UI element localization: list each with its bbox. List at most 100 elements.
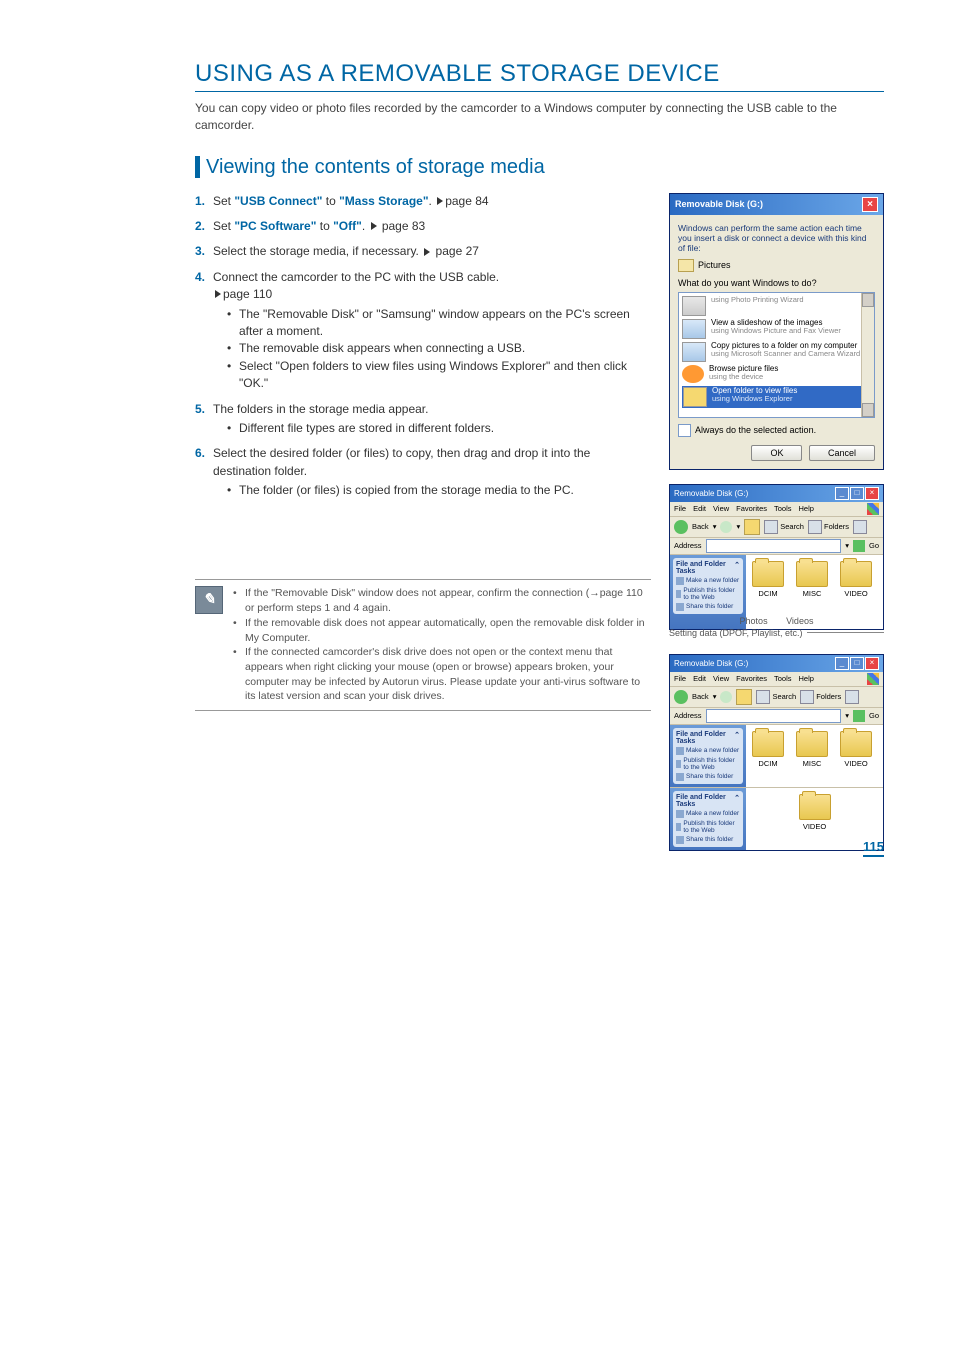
close-icon[interactable]: ×: [865, 487, 879, 500]
side-link[interactable]: Publish this folder to the Web: [676, 820, 740, 834]
explorer-section-top: File and Folder Tasks⌃ Make a new folder…: [670, 725, 883, 787]
folder-label: MISC: [803, 589, 822, 598]
menu-view[interactable]: View: [713, 504, 729, 513]
folder-item[interactable]: DCIM: [752, 731, 784, 768]
slideshow-icon: [682, 319, 706, 339]
pictures-row: Pictures: [678, 259, 875, 272]
folder-item[interactable]: MISC: [796, 731, 828, 768]
side-link[interactable]: Publish this folder to the Web: [676, 587, 740, 601]
explorer-title-text: Removable Disk (G:): [674, 489, 748, 498]
go-label[interactable]: Go: [869, 711, 879, 720]
bold-text: "Mass Storage": [339, 194, 428, 208]
menu-tools[interactable]: Tools: [774, 504, 792, 513]
explorer-menu: File Edit View Favorites Tools Help: [670, 502, 883, 517]
option-item[interactable]: Browse picture filesusing the device: [682, 365, 871, 383]
side-link[interactable]: Make a new folder: [676, 810, 740, 818]
menu-tools[interactable]: Tools: [774, 674, 792, 683]
chevron-down-icon[interactable]: ▾: [713, 522, 717, 531]
back-icon[interactable]: [674, 520, 688, 534]
chevron-down-icon[interactable]: ▾: [845, 711, 849, 720]
maximize-icon[interactable]: □: [850, 487, 864, 500]
go-label[interactable]: Go: [869, 541, 879, 550]
side-link[interactable]: Share this folder: [676, 773, 740, 781]
back-label[interactable]: Back: [692, 522, 709, 531]
option-item-selected[interactable]: Open folder to view filesusing Windows E…: [682, 386, 871, 408]
sub-heading-row: Viewing the contents of storage media: [195, 156, 884, 179]
collapse-icon[interactable]: ⌃: [734, 561, 740, 575]
forward-icon[interactable]: [720, 521, 732, 533]
scrollbar[interactable]: [861, 293, 874, 417]
menu-edit[interactable]: Edit: [693, 674, 706, 683]
folder-item[interactable]: VIDEO: [840, 561, 872, 598]
checkbox[interactable]: [678, 424, 691, 437]
chevron-down-icon[interactable]: ▾: [736, 522, 740, 531]
link-icon: [676, 603, 684, 611]
side-panel: File and Folder Tasks⌃ Make a new folder…: [673, 728, 743, 784]
menu-favorites[interactable]: Favorites: [736, 674, 767, 683]
back-icon[interactable]: [674, 690, 688, 704]
forward-icon[interactable]: [720, 691, 732, 703]
menu-file[interactable]: File: [674, 674, 686, 683]
folder-item[interactable]: DCIM: [752, 561, 784, 598]
link-icon: [676, 590, 681, 598]
option-item[interactable]: View a slideshow of the imagesusing Wind…: [682, 319, 871, 339]
close-icon[interactable]: ×: [862, 197, 878, 212]
menu-edit[interactable]: Edit: [693, 504, 706, 513]
scroll-up-icon[interactable]: [862, 293, 874, 307]
folder-item[interactable]: VIDEO: [799, 794, 831, 831]
folder-item[interactable]: VIDEO: [840, 731, 872, 768]
menu-view[interactable]: View: [713, 674, 729, 683]
views-icon[interactable]: [845, 690, 859, 704]
minimize-icon[interactable]: _: [835, 657, 849, 670]
explorer-section-bottom: File and Folder Tasks⌃ Make a new folder…: [670, 787, 883, 850]
chevron-down-icon[interactable]: ▾: [713, 692, 717, 701]
collapse-icon[interactable]: ⌃: [734, 731, 740, 745]
option-item[interactable]: using Photo Printing Wizard: [682, 296, 871, 316]
menu-file[interactable]: File: [674, 504, 686, 513]
folder-item[interactable]: MISC: [796, 561, 828, 598]
back-label[interactable]: Back: [692, 692, 709, 701]
scroll-down-icon[interactable]: [862, 403, 874, 417]
up-icon[interactable]: [744, 519, 760, 535]
collapse-icon[interactable]: ⌃: [734, 794, 740, 808]
address-field[interactable]: [706, 709, 842, 723]
side-link[interactable]: Share this folder: [676, 836, 740, 844]
search-button[interactable]: Search: [764, 520, 804, 534]
folders-label: Folders: [824, 522, 849, 531]
ok-button[interactable]: OK: [751, 445, 802, 461]
minimize-icon[interactable]: _: [835, 487, 849, 500]
chevron-down-icon[interactable]: ▾: [845, 541, 849, 550]
option-list[interactable]: using Photo Printing Wizard View a slide…: [678, 292, 875, 418]
menu-help[interactable]: Help: [799, 674, 814, 683]
opt-label: View a slideshow of the images: [711, 318, 822, 327]
always-row[interactable]: Always do the selected action.: [678, 424, 875, 437]
opt-sub: using the device: [709, 372, 763, 381]
search-label: Search: [772, 692, 796, 701]
link-text: Publish this folder to the Web: [683, 757, 740, 771]
up-icon[interactable]: [736, 689, 752, 705]
maximize-icon[interactable]: □: [850, 657, 864, 670]
search-button[interactable]: Search: [756, 690, 796, 704]
menu-items: File Edit View Favorites Tools Help: [674, 674, 814, 683]
folders-button[interactable]: Folders: [800, 690, 841, 704]
menu-favorites[interactable]: Favorites: [736, 504, 767, 513]
views-icon[interactable]: [853, 520, 867, 534]
side-link[interactable]: Publish this folder to the Web: [676, 757, 740, 771]
address-field[interactable]: [706, 539, 842, 553]
folders-icon: [808, 520, 822, 534]
bullet-icon: •: [227, 358, 239, 393]
go-icon[interactable]: [853, 540, 865, 552]
arrow-icon: [437, 197, 443, 205]
close-icon[interactable]: ×: [865, 657, 879, 670]
side-panel-title: File and Folder Tasks⌃: [676, 794, 740, 808]
folders-button[interactable]: Folders: [808, 520, 849, 534]
menu-help[interactable]: Help: [799, 504, 814, 513]
link-text: Make a new folder: [686, 810, 739, 817]
side-link[interactable]: Make a new folder: [676, 577, 740, 585]
option-item[interactable]: Copy pictures to a folder on my computer…: [682, 342, 871, 362]
go-icon[interactable]: [853, 710, 865, 722]
side-panel: File and Folder Tasks⌃ Make a new folder…: [673, 791, 743, 847]
side-link[interactable]: Make a new folder: [676, 747, 740, 755]
side-link[interactable]: Share this folder: [676, 603, 740, 611]
cancel-button[interactable]: Cancel: [809, 445, 875, 461]
